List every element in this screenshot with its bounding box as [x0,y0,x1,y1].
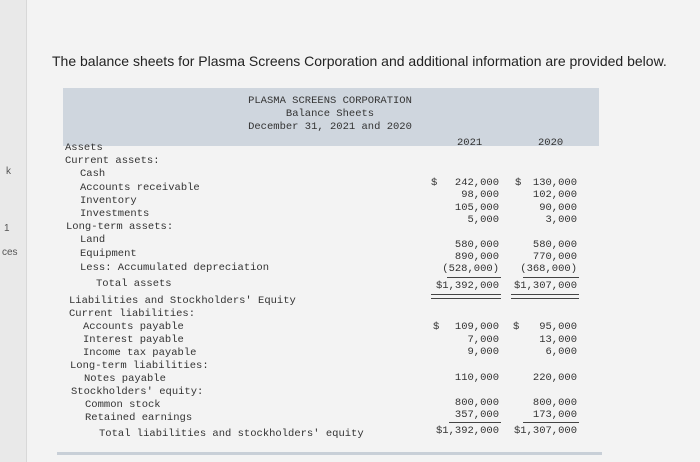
value-2021: 109,000 [454,321,499,333]
value-2021: 580,000 [454,239,499,251]
value-2020: 90,000 [539,202,577,214]
value-2021: 7,000 [467,334,499,346]
dollar-sign: $ [431,177,438,189]
row-label: Notes payable [84,373,166,385]
total-double-underline [511,294,579,299]
value-2020: 130,000 [532,177,577,189]
subsection-heading: Long-term liabilities: [70,360,209,372]
value-2020: 95,000 [539,321,577,333]
value-2021: $1,392,000 [435,425,499,437]
row-label: Land [80,234,106,246]
value-2021: 105,000 [454,202,499,214]
value-2021: 800,000 [454,397,499,409]
subtotal-underline [449,422,501,423]
value-2021: (528,000) [442,263,499,275]
row-label: Investments [80,208,150,220]
value-2020: $1,307,000 [513,425,577,437]
left-panel-edge: k 1 ces [0,0,27,462]
row-label: Inventory [80,195,137,207]
value-2020: $1,307,000 [513,280,577,292]
dollar-sign: $ [513,321,520,333]
value-2021: 890,000 [454,251,499,263]
value-2020: 3,000 [545,214,577,226]
total-label: Total liabilities and stockholders' equi… [99,428,364,440]
subtotal-underline [523,422,579,423]
value-2021: 110,000 [454,372,499,384]
total-label: Total assets [96,278,172,290]
sidebar-fragment: ces [2,247,18,258]
value-2020: 220,000 [532,372,577,384]
sidebar-fragment: 1 [4,223,10,234]
value-2021: 357,000 [454,409,499,421]
value-2021: 5,000 [467,214,499,226]
value-2020: 173,000 [532,409,577,421]
row-label: Income tax payable [83,347,197,359]
balance-sheet: PLASMA SCREENS CORPORATION Balance Sheet… [63,88,599,440]
value-2021: 242,000 [454,177,499,189]
row-label: Accounts receivable [80,182,200,194]
section-heading: Assets [65,142,103,154]
table-header [63,88,599,146]
dollar-sign: $ [433,321,440,333]
company-name: PLASMA SCREENS CORPORATION [248,95,412,107]
value-2021: 9,000 [467,346,499,358]
column-header-2021: 2021 [457,137,483,149]
row-label: Less: Accumulated depreciation [80,262,270,274]
intro-text: The balance sheets for Plasma Screens Co… [52,53,667,69]
value-2021: $1,392,000 [435,280,499,292]
row-label: Equipment [80,248,137,260]
subsection-heading: Stockholders' equity: [71,386,204,398]
row-label: Common stock [85,399,161,411]
dollar-sign: $ [515,177,522,189]
value-2020: 6,000 [545,346,577,358]
divider [57,452,602,455]
statement-title: Balance Sheets [285,108,375,120]
subtotal-underline [447,277,501,278]
sidebar-fragment: k [6,166,11,177]
value-2020: 580,000 [532,239,577,251]
value-2020: 800,000 [532,397,577,409]
total-double-underline [431,294,501,299]
value-2020: 770,000 [532,251,577,263]
column-header-2020: 2020 [538,137,564,149]
subsection-heading: Current assets: [65,155,160,167]
section-heading: Liabilities and Stockholders' Equity [69,295,296,307]
subtotal-underline [523,277,579,278]
value-2020: 13,000 [539,334,577,346]
subsection-heading: Current liabilities: [69,308,196,320]
row-label: Retained earnings [85,412,193,424]
row-label: Accounts payable [83,321,184,333]
value-2020: (368,000) [520,263,577,275]
value-2020: 102,000 [532,189,577,201]
row-label: Interest payable [83,334,184,346]
row-label: Cash [80,168,106,180]
subsection-heading: Long-term assets: [66,221,174,233]
value-2021: 98,000 [461,189,499,201]
statement-date: December 31, 2021 and 2020 [248,121,412,133]
